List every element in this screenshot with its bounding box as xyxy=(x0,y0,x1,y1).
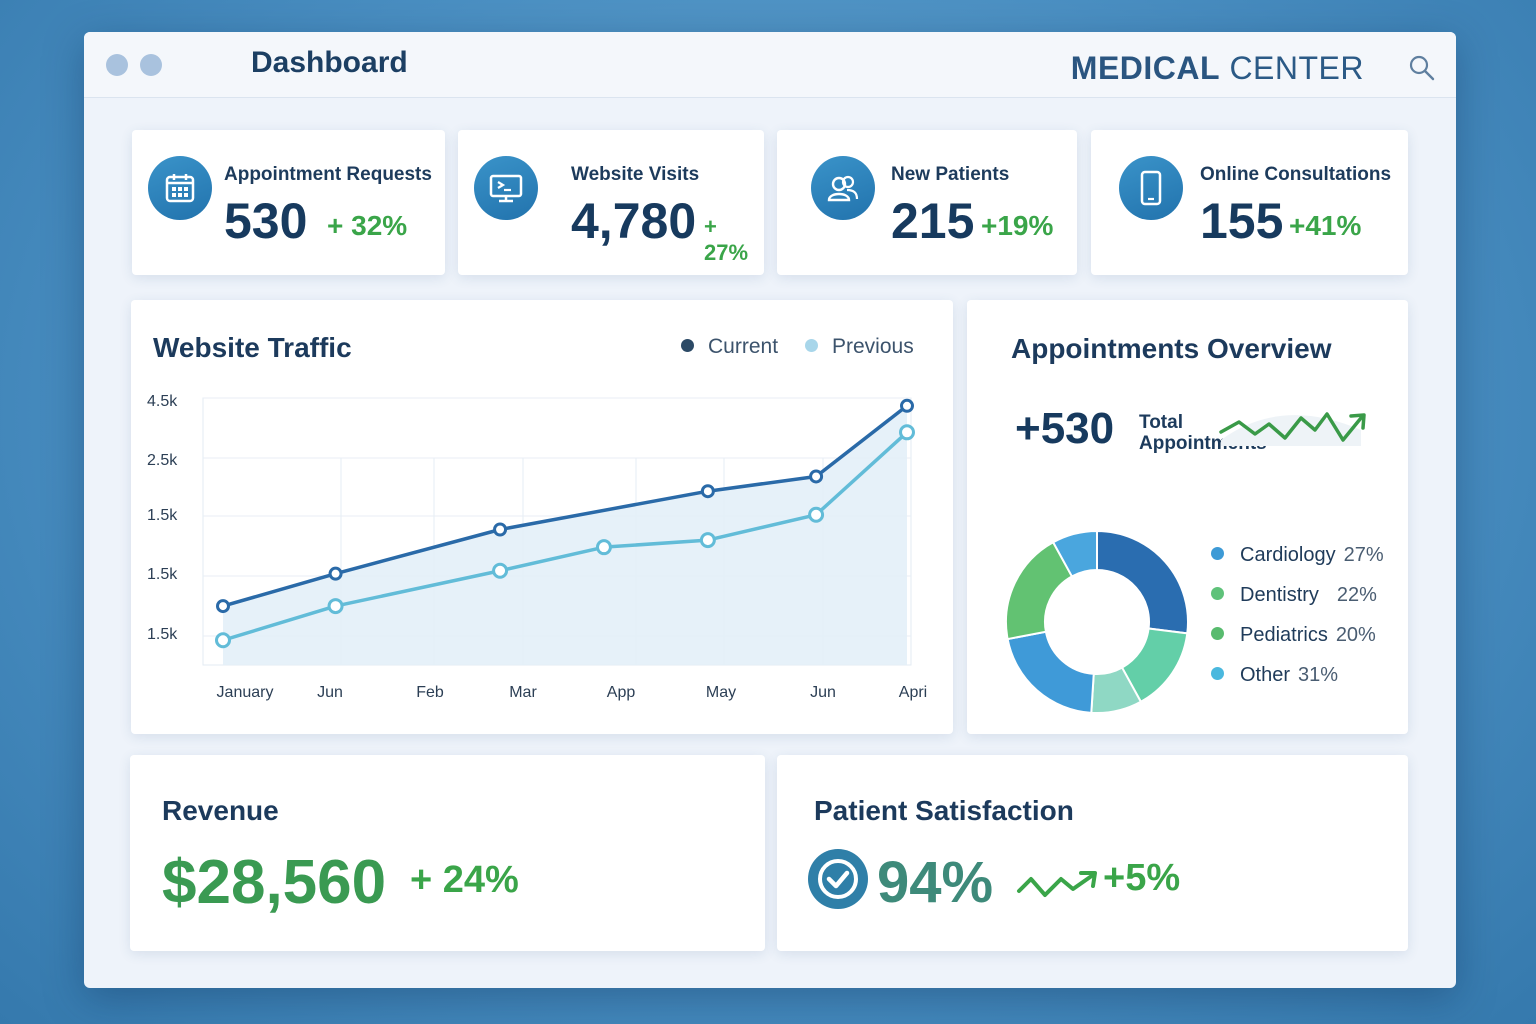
window-control-dot[interactable] xyxy=(140,54,162,76)
stat-card-online-consultations[interactable]: Online Consultations 155 +41% xyxy=(1091,130,1408,275)
y-tick-label: 1.5k xyxy=(147,626,178,643)
brand-logo: MEDICAL CENTER xyxy=(1070,50,1364,86)
dentistry-dot xyxy=(1211,587,1224,601)
dashboard-window: Dashboard MEDICAL CENTER Appointment Req… xyxy=(84,32,1456,988)
satisfaction-value: 94% xyxy=(877,850,994,915)
current-point xyxy=(700,484,715,499)
monitor-icon xyxy=(474,156,538,220)
stat-value: 4,780 xyxy=(571,193,697,249)
stat-label: Website Visits xyxy=(571,164,700,185)
revenue-change: + 24% xyxy=(410,859,519,901)
x-tick-label: May xyxy=(705,684,737,701)
stat-card-appointment-requests[interactable]: Appointment Requests 530 + 32% xyxy=(132,130,445,275)
previous-line xyxy=(222,430,909,642)
previous-point xyxy=(699,532,716,549)
current-line xyxy=(222,404,909,608)
x-tick-label: Mar xyxy=(509,684,537,701)
previous-point xyxy=(808,506,825,523)
total-appointments-value: +530 xyxy=(1015,404,1115,453)
patient-satisfaction-title: Patient Satisfaction xyxy=(814,795,1074,826)
stat-value: 530 xyxy=(224,193,308,249)
stat-card-new-patients[interactable]: New Patients 215 +19% xyxy=(777,130,1077,275)
previous-point xyxy=(327,598,344,615)
appointments-donut-chart xyxy=(1005,529,1189,714)
revenue-card: Revenue $28,560 + 24% xyxy=(130,755,765,951)
previous-point xyxy=(595,539,612,556)
other-dot xyxy=(1211,667,1224,681)
satisfaction-change: +5% xyxy=(1103,857,1181,899)
appointments-overview-card: Appointments Overview +530 Total Appoint… xyxy=(967,300,1408,734)
current-point xyxy=(493,522,508,537)
legend-item-cardiology[interactable]: Cardiology 27% xyxy=(1211,544,1384,567)
current-point xyxy=(328,566,343,581)
legend-previous[interactable]: Previous xyxy=(805,335,914,359)
calendar-icon xyxy=(148,156,212,220)
donut-slice[interactable] xyxy=(1051,529,1098,578)
donut-slice[interactable] xyxy=(1006,630,1095,714)
appointments-overview-title: Appointments Overview xyxy=(1011,333,1332,364)
phone-icon xyxy=(1119,156,1183,220)
current-point xyxy=(809,469,824,484)
stat-label: Online Consultations xyxy=(1200,164,1392,185)
legend-item-dentistry[interactable]: Dentistry 22% xyxy=(1211,584,1377,607)
legend-current-dot xyxy=(681,338,694,352)
x-tick-label: App xyxy=(606,684,636,701)
current-area xyxy=(223,405,907,665)
stat-label: Appointment Requests xyxy=(224,164,432,185)
x-tick-label: Apri xyxy=(898,684,928,701)
stat-label: New Patients xyxy=(891,164,1010,185)
legend-item-other[interactable]: Other 31% xyxy=(1211,664,1338,687)
revenue-title: Revenue xyxy=(162,795,279,826)
patient-satisfaction-card: Patient Satisfaction 94% +5% xyxy=(777,755,1408,951)
patients-icon xyxy=(811,156,875,220)
website-traffic-title: Website Traffic xyxy=(153,332,352,363)
x-tick-label: Jun xyxy=(317,684,343,701)
window-control-dot[interactable] xyxy=(106,54,128,76)
current-point xyxy=(216,599,230,614)
legend-item-pediatrics[interactable]: Pediatrics 20% xyxy=(1211,624,1376,647)
legend-current[interactable]: Current xyxy=(681,335,778,359)
stat-value: 155 xyxy=(1200,193,1284,249)
y-tick-label: 2.5k xyxy=(147,452,178,469)
trend-up-icon xyxy=(1219,412,1366,446)
stat-change: + 32% xyxy=(327,210,408,241)
stat-value: 215 xyxy=(891,193,975,249)
x-tick-label: Jun xyxy=(810,684,836,701)
trend-up-icon xyxy=(1017,871,1097,897)
previous-point xyxy=(899,424,915,441)
current-point xyxy=(900,398,914,413)
stat-change: +19% xyxy=(981,210,1054,241)
stat-card-website-visits[interactable]: Website Visits 4,780 + 27% xyxy=(458,130,764,275)
x-tick-label: January xyxy=(216,684,274,701)
legend-previous-dot xyxy=(805,338,818,352)
plot-area xyxy=(202,397,912,666)
revenue-value: $28,560 xyxy=(162,848,387,917)
search-icon[interactable] xyxy=(1408,54,1436,82)
donut-slice[interactable] xyxy=(1096,529,1189,635)
cardiology-dot xyxy=(1211,547,1224,561)
stat-change: + 27% xyxy=(704,214,749,265)
previous-point xyxy=(215,632,231,649)
pediatrics-dot xyxy=(1211,627,1224,641)
stat-change: +41% xyxy=(1289,210,1362,241)
y-tick-label: 1.5k xyxy=(147,507,178,524)
previous-point xyxy=(492,562,509,579)
check-circle-icon xyxy=(808,849,868,909)
x-tick-label: Feb xyxy=(416,684,444,701)
y-tick-label: 4.5k xyxy=(147,393,178,410)
title-bar: Dashboard MEDICAL CENTER xyxy=(84,32,1456,98)
page-title: Dashboard xyxy=(251,46,408,79)
y-tick-label: 1.5k xyxy=(147,566,178,583)
website-traffic-card: Website Traffic Current Previous 4.5k 2.… xyxy=(131,300,953,734)
website-traffic-chart xyxy=(202,397,915,666)
